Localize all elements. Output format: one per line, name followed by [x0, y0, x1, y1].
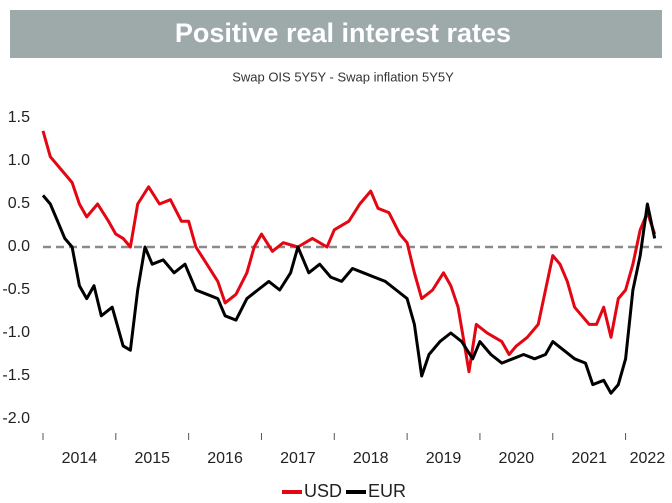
y-tick-label: -0.5	[2, 281, 30, 298]
y-tick-label: 0.0	[8, 238, 30, 255]
x-tick-label: 2022	[630, 450, 666, 467]
y-tick-label: 0.5	[8, 195, 30, 212]
legend-label: EUR	[368, 481, 406, 501]
y-tick-label: -1.0	[2, 324, 30, 341]
chart-title: Positive real interest rates	[175, 18, 511, 48]
x-tick-label: 2019	[426, 450, 462, 467]
x-tick-label: 2014	[62, 450, 98, 467]
y-tick-label: 1.0	[8, 152, 30, 169]
legend-label: USD	[304, 481, 342, 501]
series-line	[41, 194, 657, 395]
chart-subtitle: Swap OIS 5Y5Y - Swap inflation 5Y5Y	[232, 69, 454, 84]
series-line	[41, 130, 657, 374]
title-banner	[10, 10, 662, 58]
x-tick-label: 2018	[353, 450, 389, 467]
x-tick-label: 2020	[499, 450, 535, 467]
y-tick-label: -1.5	[2, 367, 30, 384]
x-tick-label: 2016	[207, 450, 243, 467]
y-tick-label: 1.5	[8, 109, 30, 126]
x-tick-label: 2015	[134, 450, 170, 467]
x-tick-label: 2017	[280, 450, 316, 467]
x-tick-label: 2021	[571, 450, 607, 467]
y-tick-label: -2.0	[2, 410, 30, 427]
